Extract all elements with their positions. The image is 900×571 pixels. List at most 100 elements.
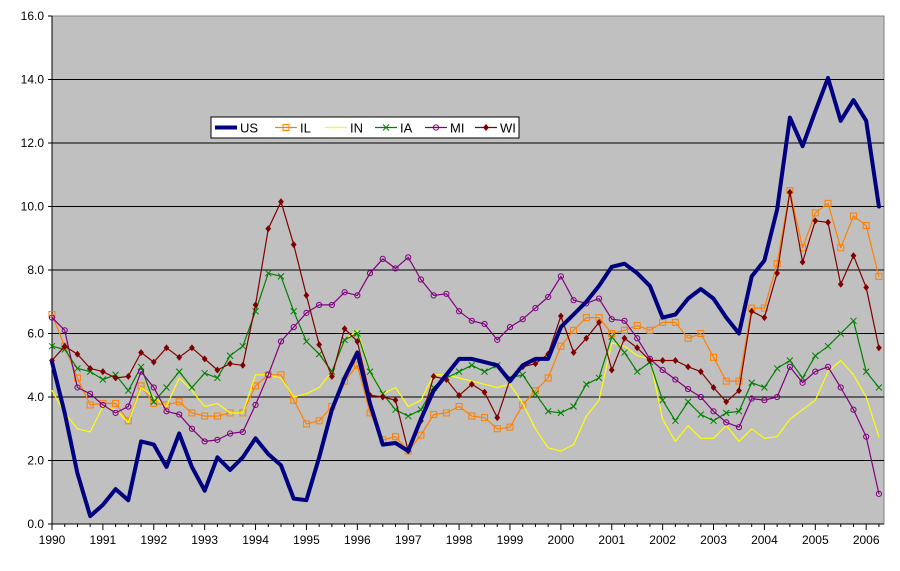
data-point-ia <box>837 330 845 337</box>
y-tick-label-2.0: 2.0 <box>27 454 44 468</box>
data-point-il <box>582 314 590 322</box>
data-point-wi <box>672 357 679 364</box>
data-point-il <box>493 425 501 433</box>
data-point-ia <box>684 398 692 406</box>
data-point-mi <box>595 295 603 302</box>
data-point-ia <box>303 338 310 345</box>
data-point-ia <box>519 371 527 379</box>
data-point-ia <box>582 380 590 388</box>
data-point-mi <box>176 411 183 418</box>
data-point-wi <box>621 334 628 342</box>
data-point-mi <box>277 338 285 345</box>
y-tick-label-0.0: 0.0 <box>27 517 44 531</box>
data-point-mi <box>125 403 132 410</box>
data-point-wi <box>189 344 195 352</box>
data-point-wi <box>290 241 297 249</box>
data-point-wi <box>736 387 742 395</box>
data-point-wi <box>252 301 259 309</box>
data-point-wi <box>354 337 361 345</box>
series-layer <box>48 75 883 519</box>
data-point-mi <box>366 270 374 277</box>
y-tick-label-12.0: 12.0 <box>21 136 45 150</box>
data-point-ia <box>137 363 145 371</box>
data-point-ia <box>735 407 743 415</box>
series-line-wi <box>51 191 880 452</box>
data-point-il <box>519 401 527 409</box>
x-tick-label-1999: 1999 <box>497 533 524 547</box>
data-point-mi <box>392 265 399 272</box>
data-point-wi <box>176 353 183 361</box>
data-point-ia <box>404 412 412 420</box>
data-point-wi <box>532 360 539 368</box>
legend-box <box>210 116 520 139</box>
y-axis: 0.0 2.0 4.0 6.0 8.0 10.0 12.0 14.0 16.0 <box>21 9 53 531</box>
data-point-wi <box>748 307 755 315</box>
data-point-ia <box>621 349 628 356</box>
data-point-ia <box>188 384 196 391</box>
data-point-wi <box>685 363 691 371</box>
data-point-mi <box>443 290 450 297</box>
data-point-ia <box>633 368 641 375</box>
data-point-il <box>697 330 705 337</box>
data-point-ia <box>761 384 768 391</box>
data-point-ia <box>214 374 221 382</box>
data-point-mi <box>430 292 437 299</box>
data-point-wi <box>557 312 564 320</box>
data-point-il <box>73 374 81 382</box>
data-point-il <box>430 410 438 418</box>
data-point-ia <box>786 357 794 364</box>
y-tick-label-16.0: 16.0 <box>21 9 45 23</box>
data-point-mi <box>494 336 501 343</box>
legend-label-in: IN <box>350 121 363 136</box>
data-point-ia <box>366 368 374 375</box>
data-point-ia <box>773 365 781 372</box>
data-point-il <box>544 374 552 382</box>
legend-label-mi: MI <box>450 121 464 136</box>
data-point-ia <box>557 409 565 417</box>
data-point-il <box>252 382 260 390</box>
data-point-mi <box>379 255 386 262</box>
data-point-wi <box>697 368 704 376</box>
data-point-mi <box>506 324 514 331</box>
y-tick-label-14.0: 14.0 <box>21 73 45 87</box>
data-point-il <box>862 222 870 230</box>
data-point-wi <box>468 380 475 388</box>
data-point-wi <box>799 258 806 266</box>
data-point-wi <box>87 364 94 372</box>
data-point-il <box>633 322 641 330</box>
data-point-mi <box>214 436 221 443</box>
series-line-mi <box>51 256 880 495</box>
data-point-wi <box>74 350 81 358</box>
data-point-wi <box>481 388 488 396</box>
data-point-il <box>455 403 463 411</box>
data-point-mi <box>163 408 170 415</box>
data-point-il <box>124 417 132 425</box>
x-tick-label-1993: 1993 <box>191 533 218 547</box>
data-point-wi <box>850 252 857 260</box>
data-point-ia <box>862 368 870 375</box>
data-point-wi <box>863 283 870 291</box>
data-point-mi <box>786 363 793 370</box>
data-point-mi <box>61 327 68 334</box>
data-point-mi <box>303 309 310 316</box>
data-point-ia <box>595 374 603 382</box>
data-point-wi <box>201 355 208 363</box>
series-ia <box>48 269 883 425</box>
data-point-wi <box>723 398 730 406</box>
data-point-il <box>875 272 883 280</box>
data-point-ia <box>239 342 247 350</box>
data-point-il <box>302 420 310 428</box>
data-point-wi <box>99 368 106 376</box>
data-point-il <box>112 399 120 407</box>
data-point-il <box>824 199 832 207</box>
data-point-mi <box>684 385 692 393</box>
data-point-ia <box>163 384 170 391</box>
data-point-wi <box>214 366 221 374</box>
data-point-ia <box>99 376 107 383</box>
data-point-mi <box>341 289 348 296</box>
data-point-wi <box>227 360 233 368</box>
data-point-il <box>684 334 692 342</box>
series-in <box>51 329 880 452</box>
data-point-mi <box>137 368 145 375</box>
data-point-wi <box>596 318 602 326</box>
